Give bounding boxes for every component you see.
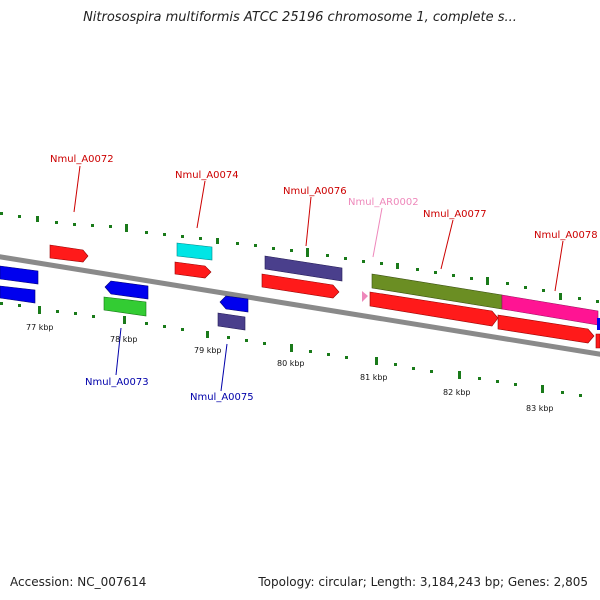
accession-label: Accession: NC_007614: [10, 575, 147, 589]
gene-Nmul_A0074[interactable]: [174, 261, 212, 279]
gene-partial-right[interactable]: [595, 333, 600, 349]
gene-Nmul_A0074-trna[interactable]: [176, 242, 213, 261]
gene-label: Nmul_A0077: [423, 209, 487, 220]
gene-blue-left-1[interactable]: [0, 265, 39, 285]
topology-summary: Topology: circular; Length: 3,184,243 bp…: [258, 575, 588, 589]
tick-label: 78 kbp: [110, 335, 138, 344]
gene-label: Nmul_A0074: [175, 170, 239, 181]
gene-Nmul_A0073-blue[interactable]: [104, 280, 149, 300]
gene-Nmul_AR0002[interactable]: [362, 291, 368, 302]
gene-partial-right-blue[interactable]: [597, 318, 600, 330]
tick-label: 83 kbp: [526, 404, 554, 413]
gene-Nmul_A0075[interactable]: [217, 312, 246, 331]
gene-Nmul_A0072[interactable]: [49, 244, 89, 263]
tick-label: 77 kbp: [26, 323, 54, 332]
map-title: Nitrosospira multiformis ATCC 25196 chro…: [83, 10, 517, 25]
tick-label: 79 kbp: [194, 346, 222, 355]
gene-label: Nmul_A0076: [283, 186, 347, 197]
label-leaders: [73, 165, 564, 392]
tick-label: 81 kbp: [360, 373, 388, 382]
chromosome-backbone: [0, 254, 600, 357]
gene-Nmul_A0073[interactable]: [103, 296, 147, 317]
gene-label: Nmul_A0073: [85, 377, 149, 388]
scale-labels: 77 kbp 78 kbp 79 kbp 80 kbp 81 kbp 82 kb…: [26, 323, 554, 413]
gene-label: Nmul_A0072: [50, 154, 114, 165]
upper-tick-track: [0, 212, 599, 303]
gene-label: Nmul_AR0002: [348, 197, 419, 208]
gene-labels: Nmul_A0072 Nmul_A0073 Nmul_A0074 Nmul_A0…: [50, 154, 598, 403]
gene-blue-left-2[interactable]: [0, 285, 36, 304]
lower-tick-track: [0, 302, 582, 397]
gene-label: Nmul_A0078: [534, 230, 598, 241]
gene-Nmul_A0076-slate[interactable]: [264, 255, 343, 282]
gene-label: Nmul_A0075: [190, 392, 254, 403]
forward-strand-genes: [49, 242, 600, 349]
gene-Nmul_A0075-blue[interactable]: [219, 295, 249, 313]
reverse-strand-genes: [0, 265, 249, 331]
gene-Nmul_A0076[interactable]: [261, 273, 340, 299]
gene-Nmul_A0078[interactable]: [497, 314, 595, 344]
gene-Nmul_A0077[interactable]: [369, 291, 499, 327]
tick-label: 82 kbp: [443, 388, 471, 397]
tick-label: 80 kbp: [277, 359, 305, 368]
